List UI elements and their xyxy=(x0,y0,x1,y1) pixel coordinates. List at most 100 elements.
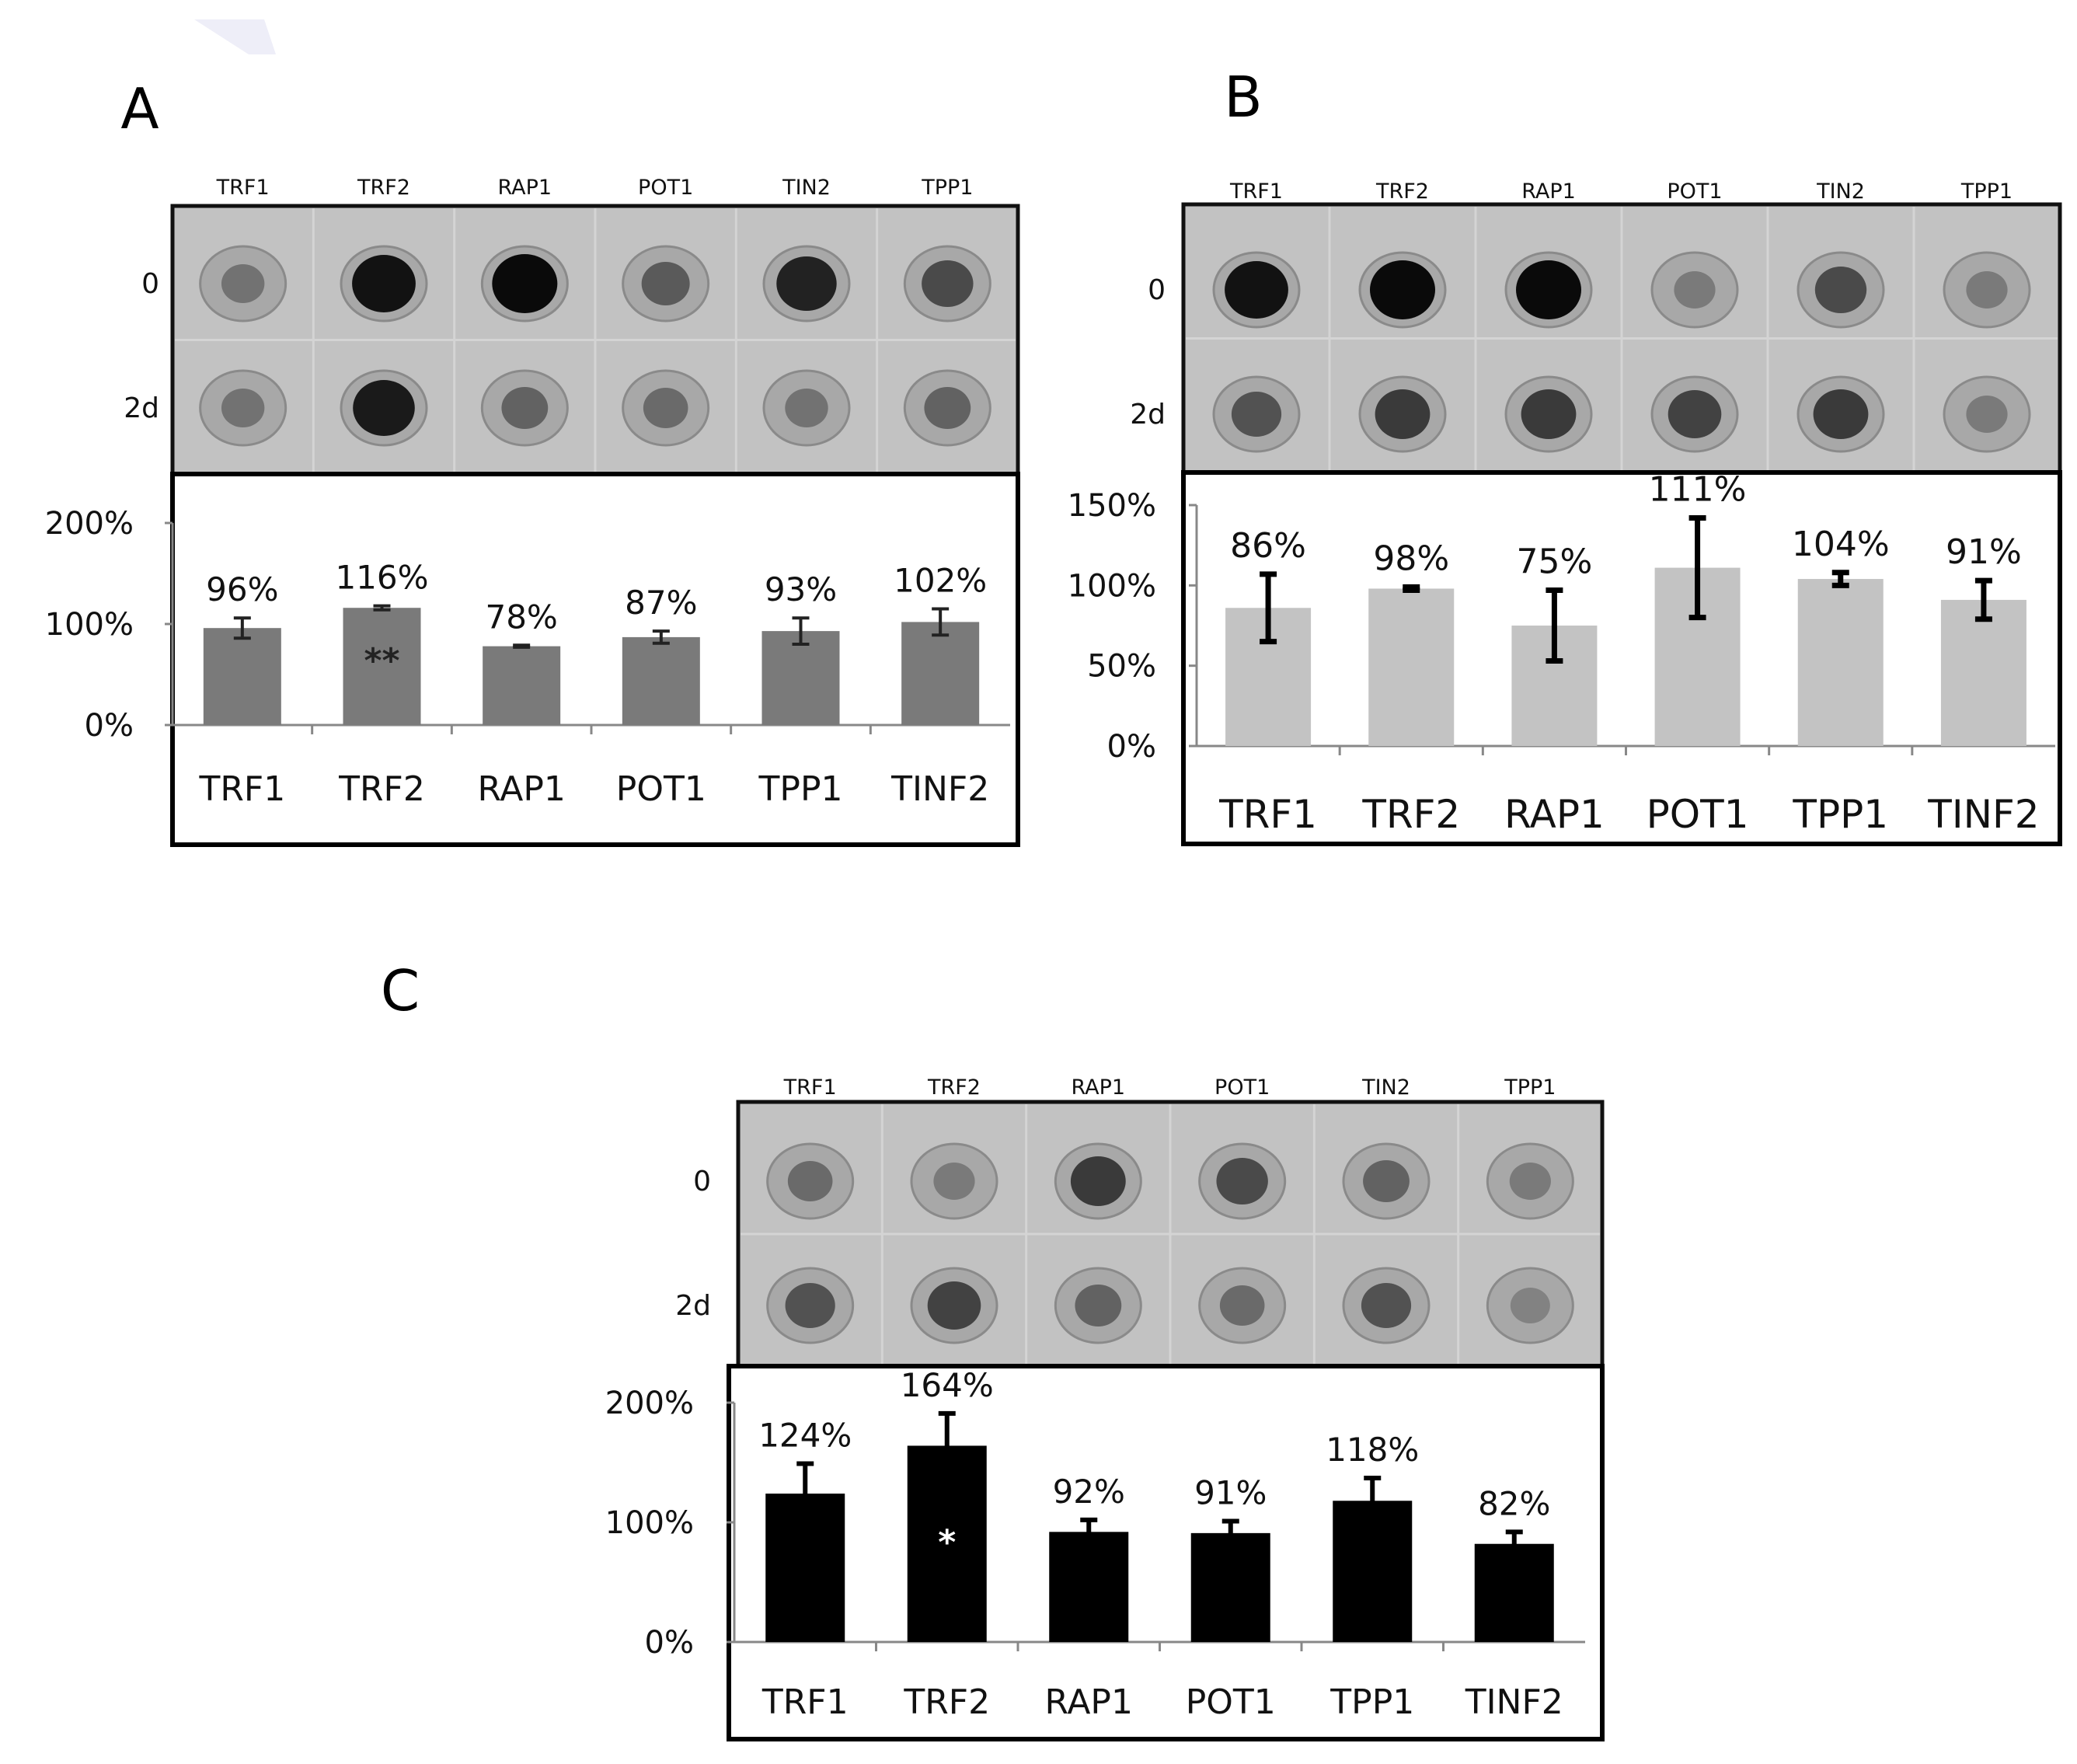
blot-dot xyxy=(1219,1285,1265,1326)
value-label: 98% xyxy=(1373,539,1449,578)
panel-a: A TRF1 TRF2 RAP1 POT1 TIN2 TPP1 0 2d 0% 100% 200% 96… xyxy=(45,76,1020,847)
bar xyxy=(761,631,840,725)
blot-dot xyxy=(1521,389,1577,439)
blot-column-label: TPP1 xyxy=(1960,180,2013,204)
blot-row-label: 2d xyxy=(124,392,159,424)
blot-dot xyxy=(927,1281,981,1330)
bar xyxy=(1368,588,1455,746)
value-label: 96% xyxy=(206,570,278,608)
blot-dot xyxy=(1370,260,1435,319)
blot-column-label: TIN2 xyxy=(782,176,831,200)
y-tick-label: 100% xyxy=(605,1505,694,1541)
value-label: 75% xyxy=(1517,542,1593,582)
blot-row-label: 0 xyxy=(693,1166,711,1197)
category-label: TINF2 xyxy=(1927,792,2039,837)
value-label: 78% xyxy=(485,598,557,636)
bar xyxy=(1797,579,1884,746)
blot-dot xyxy=(1668,390,1722,438)
blot-dot xyxy=(1966,271,2008,309)
blot-dot xyxy=(922,260,974,307)
category-label: TRF2 xyxy=(903,1682,990,1722)
dot-blot: TRF1 TRF2 RAP1 POT1 TIN2 TPP1 0 2d xyxy=(124,176,1020,476)
category-label: TPP1 xyxy=(758,769,843,809)
chart-frame xyxy=(170,472,1020,847)
blot-dot xyxy=(1966,396,2008,433)
value-label: 104% xyxy=(1792,525,1890,564)
blot-dot xyxy=(1510,1288,1550,1323)
y-tick-label: 100% xyxy=(45,607,134,643)
blot-column-label: TRF2 xyxy=(1375,180,1429,204)
value-label: 102% xyxy=(894,562,987,600)
blot-column-label: POT1 xyxy=(1667,180,1722,204)
y-tick-label: 100% xyxy=(1068,568,1156,604)
blot-dot xyxy=(352,255,416,312)
category-label: TINF2 xyxy=(890,769,989,809)
blot-dot xyxy=(1509,1163,1551,1200)
blot-dot xyxy=(776,256,837,311)
blot-dot xyxy=(1070,1156,1126,1206)
value-label: 82% xyxy=(1478,1484,1550,1522)
blot-dot xyxy=(221,264,265,303)
blot-column-label: TPP1 xyxy=(921,176,973,200)
blot-column-label: RAP1 xyxy=(1072,1075,1126,1100)
bar-chart: 0% 100% 200% 96% TRF1 116% ** TRF2 78% RAP1 87% POT… xyxy=(45,472,1020,847)
category-label: POT1 xyxy=(1186,1682,1276,1722)
blot-dot xyxy=(643,388,688,428)
corner-decoration xyxy=(194,19,276,54)
y-tick-label: 150% xyxy=(1068,488,1156,524)
category-label: RAP1 xyxy=(1045,1682,1133,1722)
category-label: TRF1 xyxy=(1218,792,1317,837)
category-label: TRF1 xyxy=(761,1682,849,1722)
blot-dot xyxy=(1516,260,1581,319)
blot-dot xyxy=(1674,271,1716,309)
blot-dot xyxy=(1225,261,1288,319)
y-tick-label: 200% xyxy=(605,1386,694,1421)
blot-dot xyxy=(785,389,828,427)
category-label: TRF2 xyxy=(1361,792,1460,837)
blot-column-label: TRF2 xyxy=(927,1075,981,1100)
value-label: 111% xyxy=(1649,470,1747,510)
value-label: 118% xyxy=(1326,1431,1419,1469)
blot-column-label: POT1 xyxy=(638,176,693,200)
blot-row-label: 0 xyxy=(141,268,159,300)
significance-marker: ** xyxy=(364,641,399,681)
blot-row-label: 2d xyxy=(675,1290,711,1322)
bar-chart: 0% 100% 200% 124% TRF1 164% * TRF2 92% RAP1 91% POT… xyxy=(605,1364,1605,1741)
blot-column-label: TRF1 xyxy=(1229,180,1283,204)
bar xyxy=(1049,1532,1129,1642)
bar xyxy=(901,622,980,725)
category-label: TRF2 xyxy=(338,769,425,809)
blot-dot xyxy=(353,380,415,436)
blot-dot xyxy=(1361,1283,1412,1328)
category-label: POT1 xyxy=(616,769,706,809)
panel-label: C xyxy=(381,958,420,1023)
category-label: TINF2 xyxy=(1465,1682,1563,1722)
significance-marker: * xyxy=(938,1522,956,1562)
blot-dot xyxy=(221,389,265,427)
bar xyxy=(203,628,281,725)
blot-dot xyxy=(1363,1160,1410,1202)
bar xyxy=(1474,1543,1554,1642)
blot-dot xyxy=(641,262,690,305)
y-tick-label: 0% xyxy=(645,1625,694,1661)
chart-frame xyxy=(727,1364,1605,1741)
bar xyxy=(343,608,421,725)
blot-row-label: 2d xyxy=(1130,399,1166,431)
blot-dot xyxy=(492,254,558,313)
y-tick-label: 0% xyxy=(1107,729,1156,765)
blot-column-label: TRF2 xyxy=(357,176,410,200)
category-label: TPP1 xyxy=(1329,1682,1414,1722)
value-label: 87% xyxy=(625,584,697,622)
value-label: 124% xyxy=(758,1417,852,1455)
blot-dot xyxy=(1075,1285,1122,1326)
blot-dot xyxy=(501,387,549,429)
category-label: RAP1 xyxy=(477,769,565,809)
bar xyxy=(483,646,561,725)
value-label: 91% xyxy=(1946,532,2022,572)
blot-dot xyxy=(1813,389,1869,439)
blot-dot xyxy=(1814,267,1867,313)
blot-column-label: TRF1 xyxy=(783,1075,837,1100)
blot-column-label: TRF1 xyxy=(216,176,270,200)
blot-column-label: TPP1 xyxy=(1504,1075,1556,1100)
